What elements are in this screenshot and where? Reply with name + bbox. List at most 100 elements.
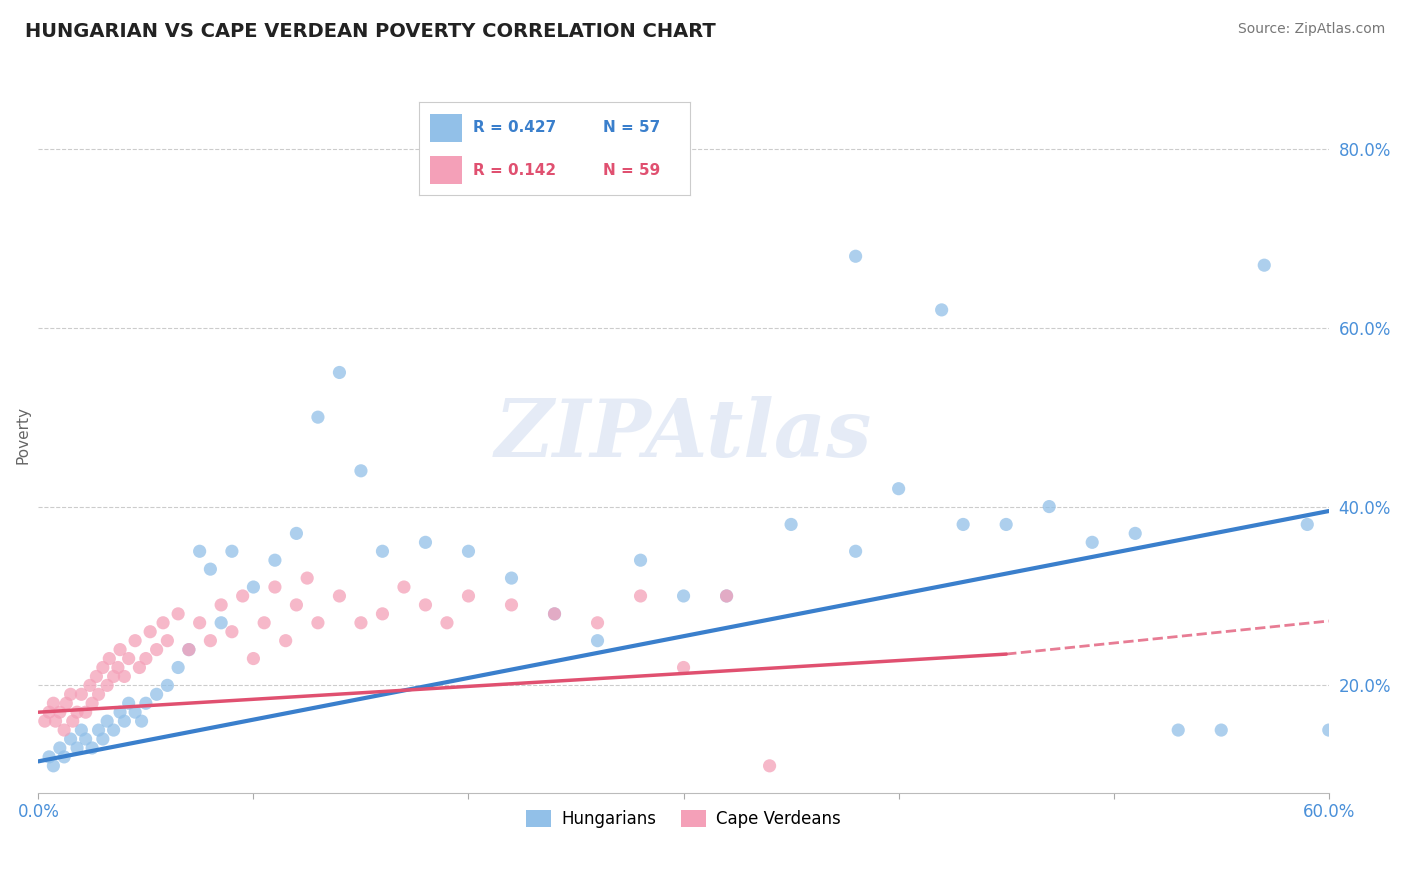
Point xyxy=(75,705,97,719)
Point xyxy=(49,705,72,719)
Point xyxy=(156,678,179,692)
Point xyxy=(91,731,114,746)
Point xyxy=(112,669,135,683)
Point xyxy=(415,535,437,549)
Point xyxy=(1167,723,1189,737)
Point xyxy=(501,571,523,585)
Point xyxy=(887,482,910,496)
Point xyxy=(124,705,146,719)
Point xyxy=(586,615,609,630)
Point xyxy=(128,660,150,674)
Point xyxy=(1317,723,1340,737)
Point xyxy=(91,660,114,674)
Point xyxy=(66,741,89,756)
Point xyxy=(59,687,82,701)
Point xyxy=(49,741,72,756)
Point xyxy=(1296,517,1319,532)
Point xyxy=(75,731,97,746)
Point xyxy=(96,714,118,728)
Point xyxy=(112,714,135,728)
Text: HUNGARIAN VS CAPE VERDEAN POVERTY CORRELATION CHART: HUNGARIAN VS CAPE VERDEAN POVERTY CORREL… xyxy=(25,22,716,41)
Legend: Hungarians, Cape Verdeans: Hungarians, Cape Verdeans xyxy=(519,803,848,834)
Point xyxy=(124,633,146,648)
Point xyxy=(38,750,60,764)
Point xyxy=(200,562,222,576)
Point xyxy=(295,571,318,585)
Point xyxy=(135,696,157,710)
Point xyxy=(188,544,211,558)
Point xyxy=(96,678,118,692)
Point xyxy=(118,696,141,710)
Point xyxy=(145,642,167,657)
Point xyxy=(70,687,93,701)
Point xyxy=(177,642,200,657)
Point xyxy=(672,660,695,674)
Y-axis label: Poverty: Poverty xyxy=(15,406,30,464)
Point xyxy=(307,615,329,630)
Point xyxy=(38,705,60,719)
Point xyxy=(995,517,1018,532)
Point xyxy=(177,642,200,657)
Point xyxy=(70,723,93,737)
Point xyxy=(328,589,350,603)
Point xyxy=(457,544,479,558)
Point xyxy=(118,651,141,665)
Point xyxy=(242,580,264,594)
Point xyxy=(501,598,523,612)
Point xyxy=(586,633,609,648)
Point xyxy=(209,598,232,612)
Point xyxy=(758,759,780,773)
Point xyxy=(952,517,974,532)
Point xyxy=(82,696,104,710)
Point xyxy=(630,553,652,567)
Point xyxy=(108,705,131,719)
Point xyxy=(103,669,125,683)
Point xyxy=(630,589,652,603)
Point xyxy=(98,651,121,665)
Point xyxy=(209,615,232,630)
Point xyxy=(221,624,243,639)
Point xyxy=(152,615,174,630)
Point xyxy=(457,589,479,603)
Point xyxy=(350,615,373,630)
Text: Source: ZipAtlas.com: Source: ZipAtlas.com xyxy=(1237,22,1385,37)
Point xyxy=(200,633,222,648)
Point xyxy=(62,714,84,728)
Point xyxy=(285,526,308,541)
Point xyxy=(845,249,868,263)
Point xyxy=(135,651,157,665)
Point xyxy=(543,607,565,621)
Point xyxy=(1081,535,1104,549)
Point xyxy=(232,589,254,603)
Point xyxy=(86,669,108,683)
Point xyxy=(307,410,329,425)
Point xyxy=(167,660,190,674)
Point xyxy=(264,553,287,567)
Point xyxy=(131,714,153,728)
Point xyxy=(436,615,458,630)
Point xyxy=(672,589,695,603)
Point xyxy=(87,687,110,701)
Point xyxy=(42,759,65,773)
Point xyxy=(53,723,76,737)
Point xyxy=(716,589,738,603)
Point xyxy=(274,633,297,648)
Point xyxy=(285,598,308,612)
Point xyxy=(45,714,67,728)
Point xyxy=(350,464,373,478)
Point xyxy=(55,696,77,710)
Point xyxy=(780,517,803,532)
Point xyxy=(392,580,415,594)
Point xyxy=(42,696,65,710)
Point xyxy=(371,544,394,558)
Point xyxy=(221,544,243,558)
Point xyxy=(415,598,437,612)
Point xyxy=(242,651,264,665)
Point xyxy=(543,607,565,621)
Point xyxy=(66,705,89,719)
Point xyxy=(328,366,350,380)
Point xyxy=(716,589,738,603)
Point xyxy=(845,544,868,558)
Point xyxy=(139,624,162,639)
Point xyxy=(145,687,167,701)
